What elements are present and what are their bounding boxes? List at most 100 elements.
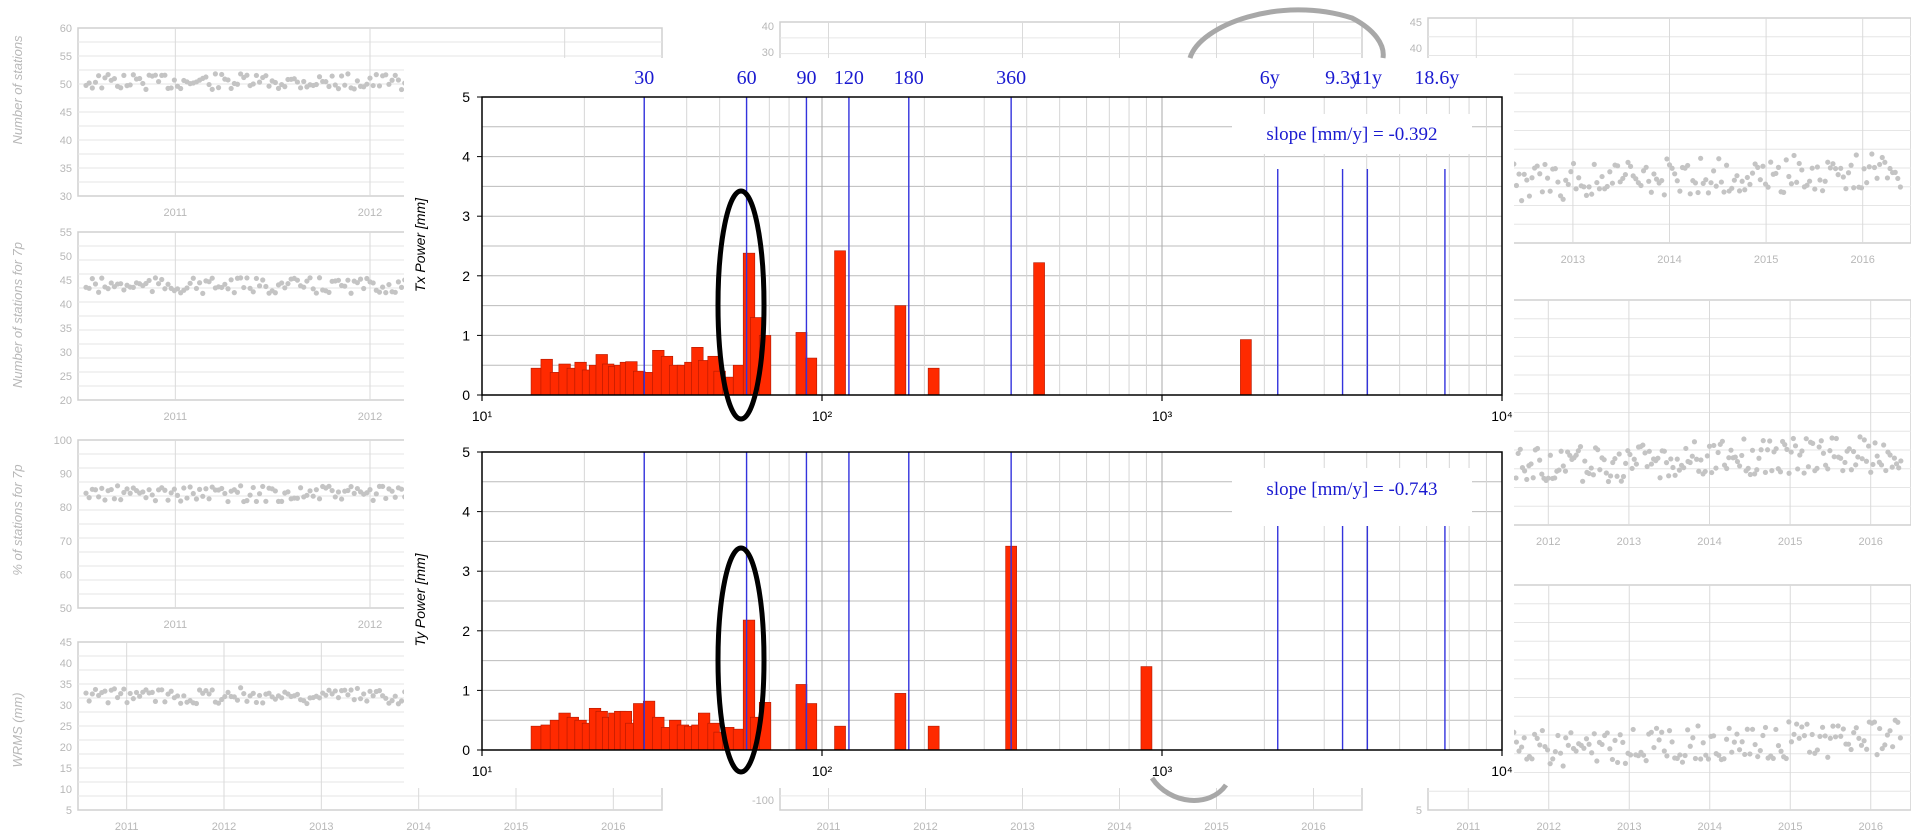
- bg-ytick: 45: [60, 107, 72, 119]
- bg-ytick: 35: [60, 323, 72, 335]
- period-label-120: 120: [834, 67, 864, 89]
- period-label-90: 90: [796, 67, 816, 89]
- bg-xtick: 2016: [1859, 821, 1883, 833]
- bar: [805, 703, 818, 751]
- bg-xtick: 2015: [504, 821, 528, 833]
- bg-xtick: 2013: [1617, 821, 1641, 833]
- y-tick-label: 5: [462, 444, 470, 460]
- bg-xtick: 2014: [406, 821, 430, 833]
- bg-xtick: 2012: [358, 207, 382, 219]
- bg-ytick: 40: [60, 135, 72, 147]
- bg-xtick: 2012: [1537, 821, 1561, 833]
- y-tick-label: 2: [462, 623, 470, 639]
- bg-ytick: 45: [60, 637, 72, 649]
- bg-xtick: 2012: [212, 821, 236, 833]
- y-tick-label: 2: [462, 268, 470, 284]
- background-gray-arc-top: [1187, 7, 1386, 59]
- x-tick-label: 10⁴: [1491, 763, 1513, 779]
- bg-xtick: 2011: [164, 207, 188, 219]
- bg-xtick: 2012: [913, 821, 937, 833]
- bar: [795, 332, 808, 396]
- ty-ylabel: Ty Power [mm]: [412, 552, 428, 646]
- y-tick-label: 4: [462, 504, 470, 520]
- bar: [1140, 666, 1153, 751]
- period-label-6y: 6y: [1260, 67, 1280, 89]
- bg-xtick: 2015: [1778, 821, 1802, 833]
- bg-ytick: 30: [762, 47, 774, 59]
- plot-frame: [481, 451, 1503, 751]
- ty-60-day-highlight: [715, 545, 767, 775]
- x-tick-label: 10²: [812, 408, 833, 424]
- bg-ytick: 35: [60, 679, 72, 691]
- y-tick-label: 0: [462, 742, 470, 758]
- ty-slope-annotation: slope [mm/y] = -0.743: [1232, 468, 1472, 526]
- x-tick-label: 10³: [1152, 763, 1173, 779]
- bg-ytick: 30: [60, 191, 72, 203]
- bg-xtick: 2014: [1697, 536, 1721, 548]
- bg-ytick: 35: [60, 163, 72, 175]
- bg-ytick: 25: [60, 371, 72, 383]
- bg-xtick: 2011: [1456, 821, 1480, 833]
- bg-xtick: 2015: [1754, 254, 1778, 266]
- bg-ylabel-1: Number of stations: [10, 35, 25, 145]
- y-tick-label: 1: [462, 327, 470, 343]
- y-tick-label: 1: [462, 682, 470, 698]
- bg-xtick: 2014: [1657, 254, 1681, 266]
- bg-xtick: 2015: [1778, 536, 1802, 548]
- bg-ylabel-2: Number of stations for 7p: [10, 242, 25, 388]
- bg-ytick: 15: [60, 763, 72, 775]
- ty-slope-text: slope [mm/y] = -0.743: [1266, 479, 1437, 500]
- y-tick-label: 3: [462, 208, 470, 224]
- bg-xtick: 2016: [601, 821, 625, 833]
- bg-xtick: 2014: [1107, 821, 1131, 833]
- tx-slope-text: slope [mm/y] = -0.392: [1266, 124, 1437, 145]
- x-tick-label: 10³: [1152, 408, 1173, 424]
- bg-ytick: 25: [60, 721, 72, 733]
- bg-ytick: 40: [762, 21, 774, 33]
- bg-xtick: 2011: [164, 619, 188, 631]
- bg-ytick: 20: [60, 395, 72, 407]
- period-label-18.6y: 18.6y: [1414, 67, 1459, 89]
- background-panel-7: 2012 2013 2014 2015 2016: [1507, 299, 1911, 548]
- bar: [795, 684, 808, 751]
- x-tick-label: 10¹: [472, 408, 493, 424]
- bg-ytick: 45: [1410, 17, 1422, 29]
- period-label-60: 60: [737, 67, 757, 89]
- bg-xtick: 2016: [1858, 536, 1882, 548]
- tx-60-day-highlight: [715, 188, 767, 422]
- tx-slope-annotation: slope [mm/y] = -0.392: [1232, 114, 1472, 154]
- bg-xtick: 2016: [1850, 254, 1874, 266]
- bg-ytick: 50: [60, 79, 72, 91]
- x-tick-label: 10¹: [472, 763, 493, 779]
- bg-xtick: 2011: [164, 411, 188, 423]
- bg-xtick: 2013: [1010, 821, 1034, 833]
- y-tick-label: 5: [462, 89, 470, 105]
- period-label-11y: 11y: [1353, 67, 1382, 89]
- background-left-labels: Number of stations Number of stations fo…: [10, 35, 25, 768]
- bg-ytick: 55: [60, 51, 72, 63]
- bg-xtick: 2013: [1617, 536, 1641, 548]
- highlight-ellipses: [715, 7, 1386, 803]
- bar: [927, 367, 940, 396]
- bar: [834, 250, 846, 396]
- period-label-30: 30: [634, 67, 654, 89]
- bg-xtick: 2015: [1204, 821, 1228, 833]
- bg-xtick: 2014: [1698, 821, 1722, 833]
- bar: [1033, 262, 1045, 396]
- bg-ytick: 40: [60, 658, 72, 670]
- bg-ytick: 40: [1410, 43, 1422, 55]
- bg-ytick: 60: [60, 569, 72, 581]
- period-label-180: 180: [894, 67, 924, 89]
- bg-ytick: 5: [1416, 805, 1422, 817]
- bar: [894, 305, 907, 396]
- bar: [1240, 339, 1252, 396]
- bg-ytick: 55: [60, 227, 72, 239]
- y-tick-label: 4: [462, 149, 470, 165]
- bg-ytick: 90: [60, 469, 72, 481]
- bg-ytick: 5: [66, 805, 72, 817]
- bg-ylabel-3: % of stations for 7p: [10, 464, 25, 575]
- bg-ylabel-4: WRMS (mm): [10, 692, 25, 767]
- bg-xtick: 2011: [115, 821, 139, 833]
